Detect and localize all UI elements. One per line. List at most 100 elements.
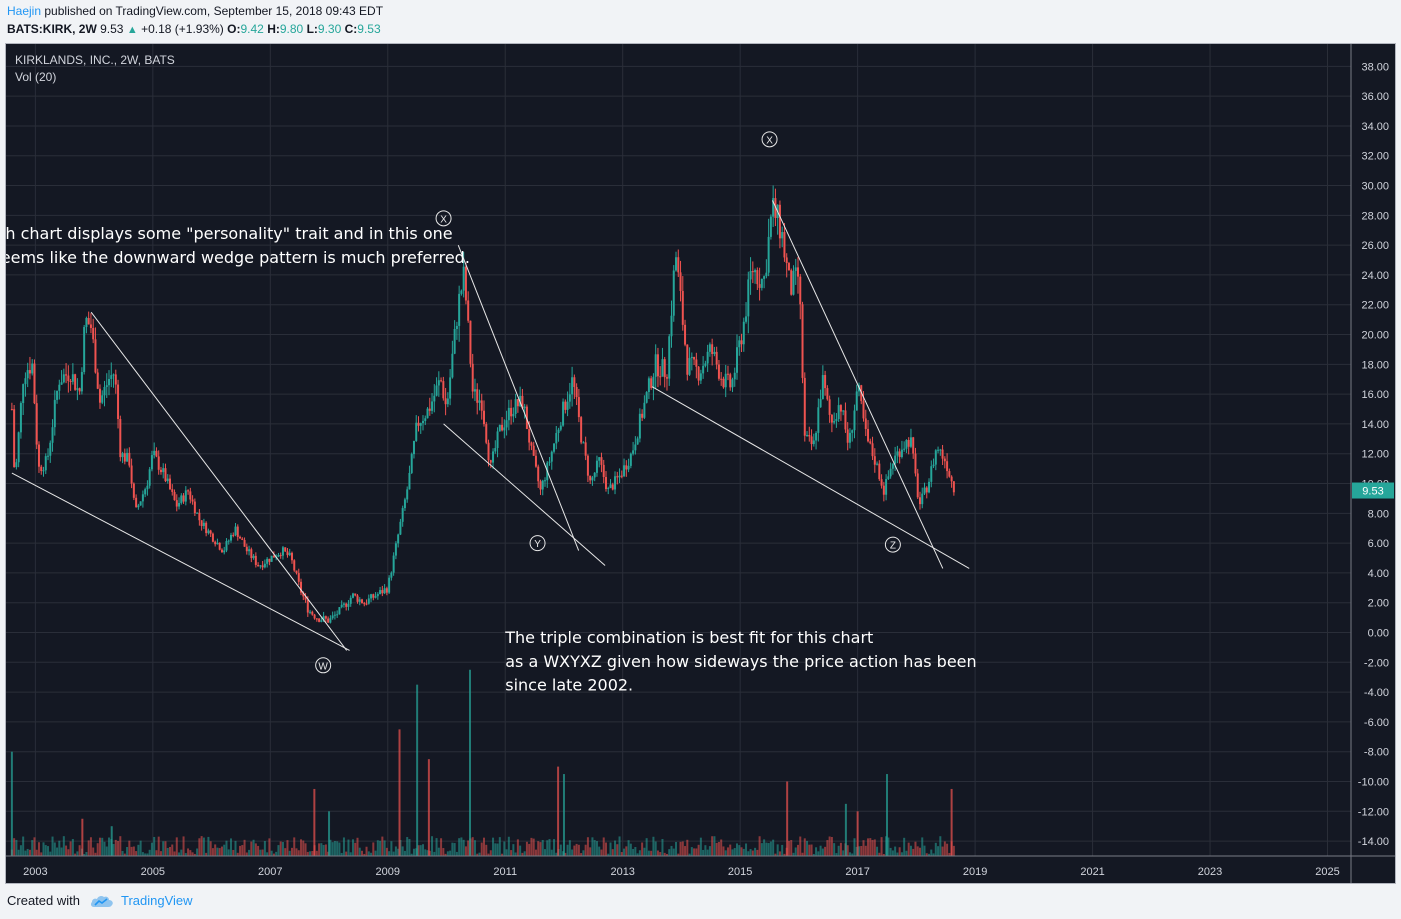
candle-body	[912, 437, 915, 454]
candle-body	[33, 363, 36, 404]
volume-bar	[58, 840, 61, 856]
volume-spike	[562, 774, 565, 856]
volume-bar	[112, 844, 115, 856]
tradingview-link[interactable]: TradingView	[121, 893, 193, 908]
volume-bar	[907, 842, 910, 856]
published-text: published on TradingView.com, September …	[44, 4, 384, 18]
volume-bar	[503, 841, 506, 856]
volume-bar	[930, 849, 933, 856]
candle-body	[117, 384, 120, 420]
candle-body	[44, 456, 47, 471]
volume-bar	[853, 838, 856, 856]
volume-bar	[896, 852, 899, 856]
y-tick-label: 2.00	[1368, 598, 1389, 610]
candle-body	[281, 547, 284, 556]
volume-bar	[83, 853, 86, 856]
candle-body	[449, 377, 452, 399]
candle-body	[824, 375, 827, 389]
candle-body	[950, 476, 953, 482]
volume-study-label: Vol (20)	[15, 70, 56, 84]
volume-bar	[873, 839, 876, 856]
candle-body	[126, 452, 129, 462]
volume-bar	[408, 839, 411, 856]
volume-bar	[729, 844, 732, 856]
candle-body	[302, 592, 305, 597]
volume-bar	[245, 852, 248, 856]
candle-body	[914, 453, 917, 474]
volume-bar	[17, 849, 20, 856]
volume-bar	[403, 850, 406, 856]
volume-bar	[627, 840, 630, 856]
volume-bar	[306, 851, 309, 856]
volume-bar	[473, 840, 476, 856]
candle-body	[225, 541, 228, 551]
candle-body	[541, 480, 544, 490]
candle-body	[69, 380, 72, 382]
volume-bar	[281, 842, 284, 856]
volume-bar	[76, 851, 79, 856]
candle-body	[663, 359, 666, 378]
x-tick-label: 2021	[1080, 866, 1104, 878]
candle-body	[842, 410, 845, 412]
close-value: 9.53	[357, 22, 381, 36]
volume-bar	[254, 843, 257, 856]
volume-bar	[67, 849, 70, 856]
candle-body	[112, 374, 115, 376]
volume-bar	[342, 837, 345, 856]
y-tick-label: 16.00	[1361, 389, 1389, 401]
volume-bar	[40, 852, 43, 856]
volume-bar	[699, 837, 702, 856]
candle-body	[801, 304, 804, 378]
candle-body	[155, 450, 158, 457]
volume-bar	[905, 850, 908, 856]
candle-body	[279, 555, 282, 557]
volume-bar	[128, 840, 131, 856]
volume-bar	[704, 845, 707, 856]
volume-bar	[309, 851, 312, 856]
volume-bar	[252, 839, 255, 856]
candle-body	[415, 422, 418, 441]
candle-body	[322, 616, 325, 621]
volume-bar	[589, 847, 592, 856]
chart-frame[interactable]: W X Y X Z Each chart displays some "personal…	[5, 43, 1396, 884]
volume-bar	[670, 845, 673, 856]
x-tick-label: 2005	[141, 866, 165, 878]
volume-bar	[351, 839, 354, 856]
candle-body	[589, 475, 592, 481]
volume-bar	[722, 846, 725, 856]
volume-bar	[449, 850, 452, 856]
candle-body	[119, 419, 122, 458]
price-chart[interactable]: W X Y X Z Each chart displays some "personal…	[6, 44, 1395, 883]
volume-bar	[595, 841, 598, 856]
wave-label-circle	[761, 131, 778, 148]
candle-body	[354, 593, 357, 596]
candle-body	[403, 499, 406, 509]
volume-bar	[126, 846, 129, 856]
author-link[interactable]: Haejin	[7, 4, 42, 18]
volume-bar	[480, 842, 483, 856]
volume-bar	[530, 837, 533, 856]
volume-bar	[284, 848, 287, 856]
volume-bar	[842, 850, 845, 856]
volume-bar	[806, 840, 809, 856]
volume-bar	[828, 836, 831, 856]
volume-bar	[860, 845, 863, 856]
volume-bar	[918, 847, 921, 856]
volume-bar	[665, 853, 668, 856]
volume-bar	[824, 846, 827, 856]
volume-bar	[169, 846, 172, 856]
candle-body	[611, 484, 614, 490]
volume-bar	[26, 848, 29, 856]
volume-bar	[340, 852, 343, 856]
candle-body	[300, 581, 303, 593]
volume-bar	[487, 853, 490, 856]
candle-body	[638, 413, 641, 439]
volume-bar	[510, 850, 513, 856]
trendline	[11, 472, 350, 651]
candle-body	[311, 611, 314, 615]
created-with-label: Created with	[7, 893, 80, 908]
y-tick-label: 34.00	[1361, 121, 1389, 133]
candle-body	[137, 505, 140, 508]
volume-bar	[668, 849, 671, 856]
volume-bar	[119, 836, 122, 856]
